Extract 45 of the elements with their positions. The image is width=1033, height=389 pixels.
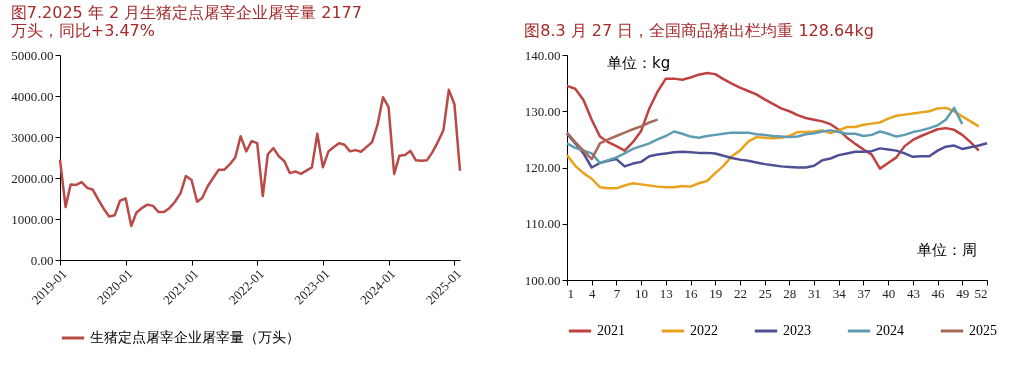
x-tick-label: 49 <box>956 285 970 301</box>
y-tick-label: 4000.00 <box>11 88 54 104</box>
x-tick-label: 1 <box>567 285 574 301</box>
y-tick-label: 110.00 <box>525 216 561 232</box>
legend-label: 2022 <box>690 323 718 338</box>
y-tick-label: 140.00 <box>524 47 561 63</box>
y-tick-label: 5000.00 <box>11 47 54 63</box>
x-tick-label: 4 <box>588 285 596 301</box>
legend-label: 2025 <box>969 323 997 338</box>
x-tick-label: 40 <box>882 285 896 301</box>
y-tick-label: 120.00 <box>524 160 561 175</box>
x-tick-label: 7 <box>613 285 621 301</box>
y-tick-label: 130.00 <box>524 103 561 119</box>
y-tick-label: 2000.00 <box>11 170 54 186</box>
y-tick-label: 100.00 <box>524 272 561 288</box>
line-series <box>565 118 659 161</box>
legend-label: 2021 <box>597 323 625 338</box>
line-series <box>565 106 964 165</box>
chart-title: 图8.3 月 27 日，全国商品猪出栏均重 128.64kg <box>524 21 874 40</box>
x-tick-label: 34 <box>832 285 847 301</box>
x-tick-label: 10 <box>635 285 649 301</box>
line-series <box>565 71 981 170</box>
x-tick-label: 46 <box>931 285 946 301</box>
x-tick-label: 19 <box>709 285 723 301</box>
legend-label: 2023 <box>783 323 811 338</box>
x-tick-label: 13 <box>659 285 673 301</box>
x-tick-label: 31 <box>808 285 822 301</box>
x-tick-label: 52 <box>974 285 988 301</box>
y-tick-label: 3000.00 <box>11 129 54 145</box>
x-tick-label: 16 <box>684 285 699 301</box>
x-tick-label: 43 <box>906 285 920 301</box>
legend-label: 生猪定点屠宰企业屠宰量（万头） <box>90 330 300 345</box>
line-series <box>58 88 462 228</box>
annotation: 单位：kg <box>607 54 671 72</box>
legend-label: 2024 <box>876 323 904 338</box>
y-tick-label: 0.00 <box>30 252 54 268</box>
annotation: 单位：周 <box>917 241 977 259</box>
x-tick-label: 28 <box>783 285 797 301</box>
chart-title: 图7.2025 年 2 月生猪定点屠宰企业屠宰量 2177 万头，同比+3.47% <box>10 3 362 40</box>
line-series <box>565 106 981 190</box>
x-tick-label: 22 <box>733 285 747 301</box>
y-tick-label: 1000.00 <box>11 211 54 227</box>
x-tick-label: 25 <box>758 285 772 301</box>
line-series <box>565 132 989 169</box>
x-tick-label: 37 <box>857 285 871 301</box>
